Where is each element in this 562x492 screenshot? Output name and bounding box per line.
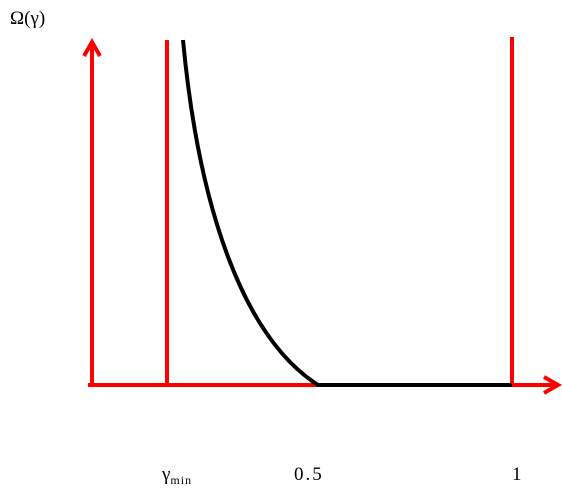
gamma-symbol: γ [161, 464, 170, 485]
tick-one-label: 1 [512, 464, 522, 485]
tick-half-label: 0.5 [294, 464, 324, 485]
x-arrowhead [543, 375, 562, 395]
gamma-min-label: γmin [161, 464, 192, 487]
y-arrowhead [82, 37, 102, 57]
gamma-subscript: min [170, 473, 192, 487]
y-axis-label: Ω(γ) [10, 8, 45, 29]
omega-curve [181, 39, 512, 387]
